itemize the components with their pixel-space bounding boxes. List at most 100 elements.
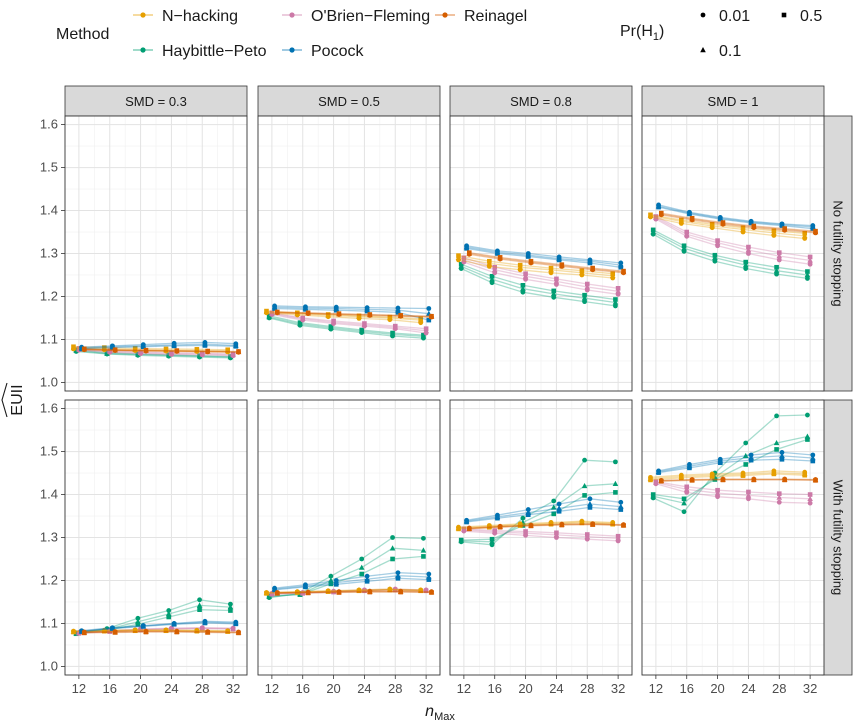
data-point — [387, 587, 393, 593]
series-line — [466, 503, 621, 522]
series-line — [650, 471, 805, 480]
data-point — [423, 588, 429, 594]
data-point — [590, 522, 595, 527]
series-line — [658, 451, 813, 472]
data-point — [461, 526, 467, 532]
x-tick-label: 20 — [518, 681, 532, 696]
data-point — [487, 258, 492, 264]
data-point — [398, 313, 403, 318]
data-point — [584, 284, 591, 290]
data-point — [610, 521, 616, 527]
data-point — [395, 310, 401, 315]
data-point — [687, 465, 692, 471]
data-point — [228, 354, 233, 359]
series-line — [650, 215, 805, 237]
data-point — [233, 344, 239, 349]
legend-label: 0.1 — [719, 43, 741, 60]
data-point — [779, 223, 785, 228]
data-point — [456, 253, 461, 258]
data-point — [773, 267, 780, 273]
data-point — [331, 589, 336, 595]
series-line — [650, 216, 805, 240]
series-line — [73, 629, 228, 633]
series-line — [271, 313, 427, 334]
data-point — [582, 292, 587, 298]
data-point — [579, 268, 585, 273]
data-point — [197, 607, 202, 612]
series-line — [466, 247, 621, 268]
data-point — [523, 529, 528, 534]
data-point — [648, 212, 653, 218]
data-point — [140, 624, 146, 629]
column-strip — [64, 85, 248, 117]
y-tick-label: 1.2 — [40, 572, 58, 587]
legend-item: Haybittle−Peto — [133, 43, 267, 60]
series-line — [76, 349, 231, 358]
series-line — [458, 520, 613, 528]
data-point — [364, 579, 370, 584]
data-point — [489, 536, 495, 542]
series-line — [271, 313, 427, 332]
data-point — [390, 330, 395, 336]
data-point — [166, 614, 172, 620]
data-point — [581, 482, 588, 489]
data-point — [364, 308, 370, 314]
data-point — [395, 576, 401, 581]
series-line — [469, 523, 624, 530]
y-tick-label: 1.4 — [40, 487, 58, 502]
series-line — [463, 261, 619, 295]
data-point — [520, 285, 526, 291]
data-point — [171, 343, 177, 349]
row-strip — [821, 399, 853, 676]
data-point — [648, 477, 653, 483]
data-point — [679, 217, 684, 223]
data-point — [590, 265, 595, 271]
series-line — [266, 310, 421, 320]
data-point — [807, 495, 813, 502]
x-tick-label: 28 — [580, 681, 594, 696]
data-point — [584, 281, 590, 287]
data-point — [202, 343, 208, 348]
data-point — [336, 590, 342, 595]
data-point — [132, 628, 138, 634]
series-line — [269, 315, 424, 336]
data-point — [771, 471, 777, 477]
data-point — [520, 515, 526, 521]
data-point — [743, 440, 749, 446]
data-point — [554, 530, 559, 536]
data-point — [656, 470, 661, 475]
data-point — [805, 269, 810, 274]
data-point — [225, 629, 231, 634]
series-line — [460, 267, 616, 307]
series-line — [269, 555, 424, 597]
series-line — [458, 257, 613, 277]
y-tick-label: 1.5 — [40, 444, 58, 459]
data-point — [740, 225, 746, 231]
data-point — [618, 499, 624, 505]
series-line — [73, 347, 228, 352]
data-point — [171, 621, 177, 627]
series-line — [655, 218, 811, 265]
panel-border — [257, 399, 441, 676]
data-point — [138, 627, 143, 633]
data-point — [135, 351, 141, 357]
data-point — [303, 584, 308, 590]
data-point — [489, 276, 495, 282]
data-point — [650, 492, 656, 497]
data-point — [362, 588, 367, 594]
data-point — [362, 321, 367, 326]
data-point — [104, 350, 110, 356]
series-line — [653, 435, 808, 504]
series-line — [469, 523, 624, 529]
data-point — [548, 521, 554, 527]
x-tick-label: 32 — [419, 681, 433, 696]
series-line — [266, 589, 421, 595]
data-point — [579, 520, 585, 526]
data-point — [303, 307, 308, 312]
series-line — [84, 349, 239, 353]
data-point — [776, 494, 783, 500]
data-point — [135, 621, 141, 627]
legend-item: N−hacking — [133, 8, 238, 25]
data-point — [331, 318, 336, 324]
series-line — [652, 229, 808, 273]
